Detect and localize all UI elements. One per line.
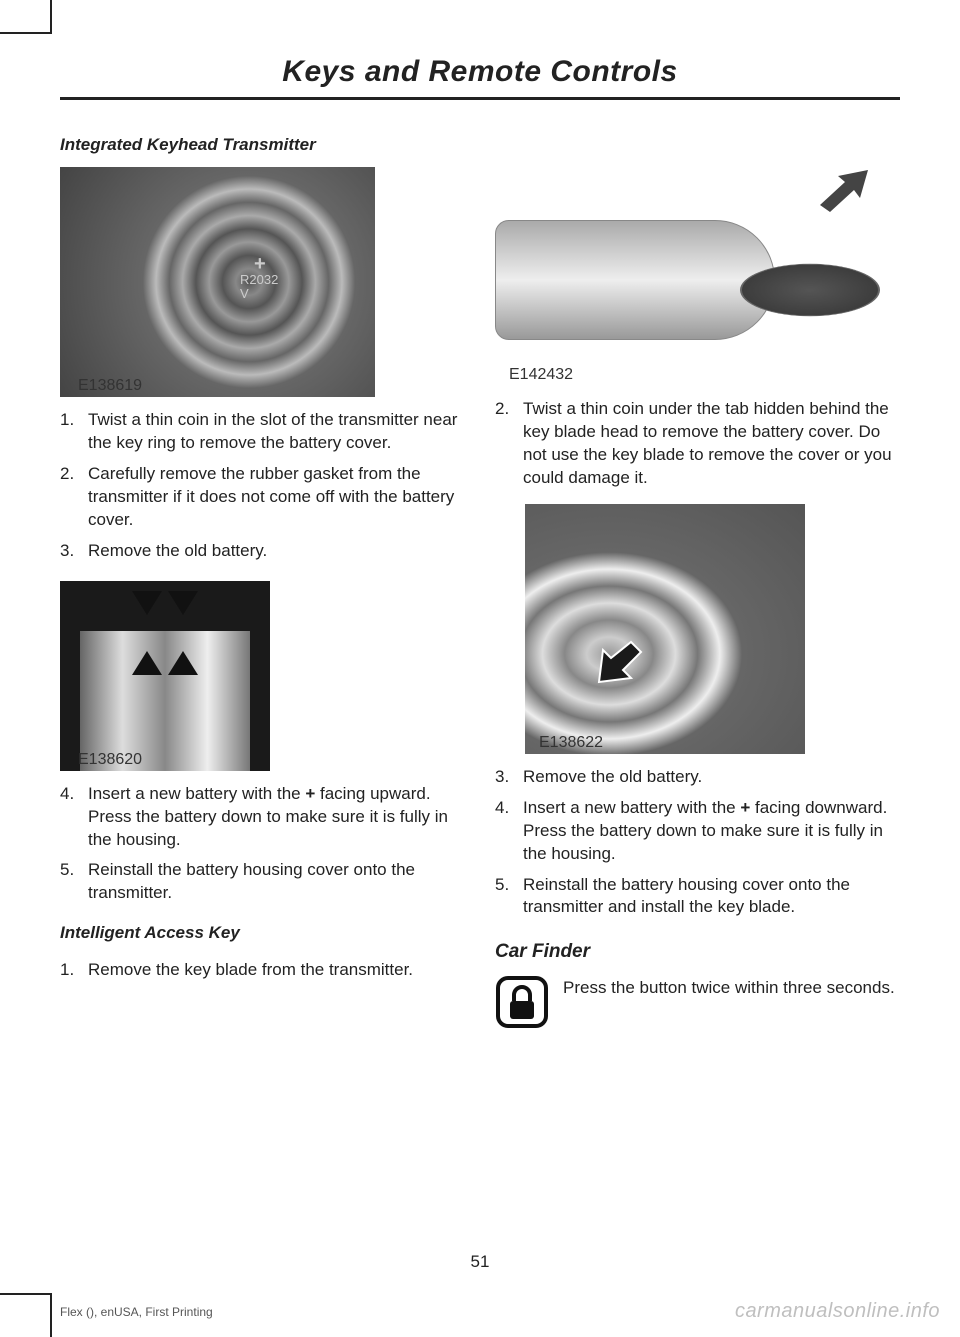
step-number: 3.: [495, 766, 523, 789]
key-body-shape: [495, 220, 775, 340]
plus-symbol: +: [305, 784, 315, 803]
steps-ikt-1: 1.Twist a thin coin in the slot of the t…: [60, 409, 465, 571]
right-column: E142432 2.Twist a thin coin under the ta…: [495, 135, 900, 1029]
watermark: carmanualsonline.info: [735, 1300, 940, 1323]
list-item: 1.Twist a thin coin in the slot of the t…: [60, 409, 465, 455]
list-item: 2.Twist a thin coin under the tab hidden…: [495, 398, 900, 490]
step-number: 2.: [495, 398, 523, 490]
step-text: Remove the old battery.: [88, 540, 465, 563]
car-finder-text: Press the button twice within three seco…: [563, 975, 895, 1000]
figure-caption: E138622: [539, 734, 900, 752]
step-number: 2.: [60, 463, 88, 532]
list-item: 4. Insert a new battery with the + facin…: [495, 797, 900, 866]
step-number: 5.: [60, 859, 88, 905]
step-text: Remove the old battery.: [523, 766, 900, 789]
crop-mark-top-left: [0, 0, 52, 34]
step-number: 4.: [60, 783, 88, 852]
step-text: Carefully remove the rubber gasket from …: [88, 463, 465, 532]
car-finder-row: Press the button twice within three seco…: [495, 975, 900, 1029]
list-item: 4. Insert a new battery with the + facin…: [60, 783, 465, 852]
left-column: Integrated Keyhead Transmitter + R2032 V…: [60, 135, 465, 1029]
step-text: Twist a thin coin in the slot of the tra…: [88, 409, 465, 455]
step-text: Reinstall the battery housing cover onto…: [523, 874, 900, 920]
step-text: Insert a new battery with the + facing d…: [523, 797, 900, 866]
step-text-pre: Insert a new battery with the: [88, 784, 305, 803]
step-number: 5.: [495, 874, 523, 920]
coin-shape: [740, 264, 880, 316]
figure-image-battery-coin: + R2032 V: [60, 167, 375, 397]
step-number: 1.: [60, 409, 88, 455]
content-columns: Integrated Keyhead Transmitter + R2032 V…: [60, 135, 900, 1029]
figure-e138620: [60, 581, 465, 771]
steps-iak-2: 2.Twist a thin coin under the tab hidden…: [495, 398, 900, 498]
page-header: Keys and Remote Controls: [60, 55, 900, 100]
steps-iak-1: 1.Remove the key blade from the transmit…: [60, 959, 465, 990]
step-text: Remove the key blade from the transmitte…: [88, 959, 465, 982]
figure-caption: E138619: [78, 377, 465, 395]
steps-iak-3: 3.Remove the old battery. 4. Insert a ne…: [495, 766, 900, 928]
step-number: 3.: [60, 540, 88, 563]
battery-model: R2032: [240, 272, 278, 287]
figure-e142432: [495, 165, 900, 360]
battery-label: R2032 V: [240, 273, 278, 302]
arrows-down-icon: [132, 591, 198, 621]
step-text-pre: Insert a new battery with the: [523, 798, 740, 817]
page-number: 51: [0, 1252, 960, 1272]
figure-image-key-halves: [525, 504, 805, 754]
list-item: 3.Remove the old battery.: [495, 766, 900, 789]
step-text: Reinstall the battery housing cover onto…: [88, 859, 465, 905]
figure-caption: E142432: [509, 366, 900, 384]
list-item: 5.Reinstall the battery housing cover on…: [60, 859, 465, 905]
step-number: 4.: [495, 797, 523, 866]
list-item: 3.Remove the old battery.: [60, 540, 465, 563]
crop-mark-bottom-left: [0, 1293, 52, 1337]
arrow-up-right-icon: [810, 170, 870, 220]
plus-symbol: +: [740, 798, 750, 817]
figure-image-insert-battery: [60, 581, 270, 771]
list-item: 2.Carefully remove the rubber gasket fro…: [60, 463, 465, 532]
battery-voltage: V: [240, 286, 249, 301]
arrows-up-icon: [132, 651, 198, 681]
figure-e138619: + R2032 V: [60, 167, 465, 397]
lock-icon: [495, 975, 549, 1029]
figure-e138622: [495, 504, 900, 754]
list-item: 5.Reinstall the battery housing cover on…: [495, 874, 900, 920]
figure-caption: E138620: [78, 751, 465, 769]
list-item: 1.Remove the key blade from the transmit…: [60, 959, 465, 982]
header-rule: [60, 97, 900, 100]
step-text: Twist a thin coin under the tab hidden b…: [523, 398, 900, 490]
chapter-title: Keys and Remote Controls: [60, 55, 900, 89]
step-text: Insert a new battery with the + facing u…: [88, 783, 465, 852]
subheading-iak: Intelligent Access Key: [60, 923, 465, 943]
footer-left: Flex (), enUSA, First Printing: [60, 1305, 213, 1319]
steps-ikt-2: 4. Insert a new battery with the + facin…: [60, 783, 465, 914]
figure-image-coin-removal: [495, 165, 890, 360]
subheading-ikt: Integrated Keyhead Transmitter: [60, 135, 465, 155]
section-heading-car-finder: Car Finder: [495, 941, 900, 963]
step-number: 1.: [60, 959, 88, 982]
arrow-down-left-icon: [593, 634, 643, 684]
